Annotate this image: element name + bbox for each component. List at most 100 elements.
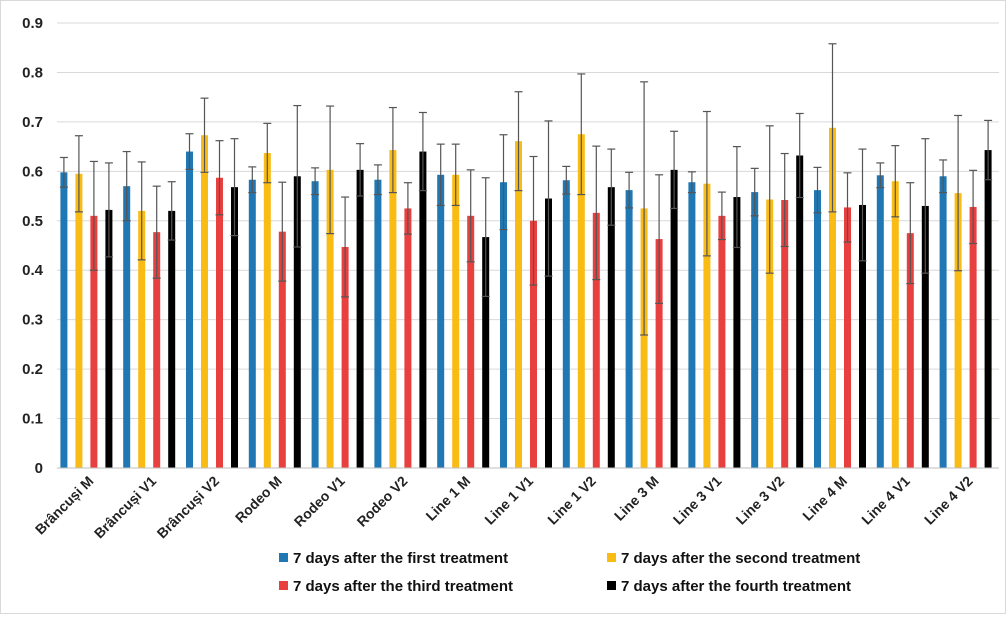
bar [876,175,884,469]
bar [168,210,176,468]
bar [482,237,490,468]
bar [248,179,256,468]
bar [341,246,349,468]
category-label: Brâncuși V1 [91,473,160,542]
category-label: Line 1 M [422,473,473,524]
legend-label: 7 days after the second treatment [621,550,860,567]
bar [969,206,977,468]
bar [60,172,68,469]
bar [670,169,678,468]
legend-swatch [279,581,288,590]
bar [278,231,286,468]
bar [844,207,851,468]
category-label: Line 3 V2 [733,473,788,528]
bar [404,208,412,468]
bar [859,204,866,468]
bar [293,176,301,468]
bar [153,232,161,468]
y-tick-label: 0.9 [22,15,43,32]
category-label: Line 4 M [799,473,850,524]
bar [138,210,146,468]
bar [311,181,319,468]
bar [263,153,271,469]
category-label: Line 4 V1 [858,473,913,528]
legend: 7 days after the first treatment 7 days a… [279,550,860,595]
y-tick-label: 0 [35,460,43,477]
y-tick-label: 0.1 [22,411,43,428]
bar [216,177,223,468]
bar [231,187,238,468]
bar [419,151,427,469]
y-tick-label: 0.4 [22,262,44,279]
bar [906,233,914,468]
bar [733,197,741,469]
bar [437,174,445,469]
bar [954,193,962,469]
bar [607,187,615,468]
bar [467,215,475,468]
bar [90,215,98,468]
bar [530,220,537,468]
bar [921,205,929,468]
bar [452,174,460,469]
legend-swatch [607,581,616,590]
y-tick-label: 0.6 [22,163,43,180]
bar [781,200,789,468]
bar [703,183,711,468]
bar [515,141,522,468]
category-label: Rodeo M [232,473,285,526]
bar [75,173,83,469]
bar [655,239,663,468]
bar [326,169,334,468]
bar [829,127,836,469]
y-tick-label: 0.2 [22,361,43,378]
legend-label: 7 days after the first treatment [293,550,508,567]
bar [577,134,585,468]
bar [105,209,113,468]
bar [984,150,992,469]
category-label: Line 3 M [611,473,662,524]
bar [796,155,804,468]
bar [389,150,397,469]
legend-swatch [279,553,288,562]
bar [939,176,947,468]
y-tick-label: 0.3 [22,312,43,329]
legend-swatch [607,553,616,562]
category-label: Line 1 V1 [481,473,536,528]
bar [356,169,364,468]
bar [592,212,600,468]
legend-label: 7 days after the third treatment [293,578,513,595]
bar [891,181,899,468]
y-tick-label: 0.8 [22,64,43,81]
bar [814,190,821,468]
y-tick-label: 0.5 [22,213,43,230]
category-label: Line 1 V2 [544,473,599,528]
bar [186,151,193,469]
bar [751,192,759,468]
bar [766,199,774,468]
bar [718,215,726,468]
category-label: Line 3 V1 [670,473,725,528]
category-label: Rodeo V2 [354,473,411,530]
y-tick-label: 0.7 [22,114,43,131]
bar [201,135,208,468]
gridlines [57,22,999,420]
bar [374,179,382,468]
bar [562,180,570,468]
category-label: Brâncuși M [32,473,97,538]
bar [123,186,131,468]
legend-label: 7 days after the fourth treatment [621,578,851,595]
bars [60,127,992,469]
error-bars [59,43,993,336]
bar [500,182,507,468]
bar [545,198,552,468]
category-label: Brâncuși V2 [154,473,223,542]
y-axis-ticks: 0 0.1 0.2 0.3 0.4 0.5 0.6 0.7 0.8 0.9 [22,15,44,477]
bar [625,190,633,468]
bar [640,208,648,468]
category-label: Line 4 V2 [921,473,976,528]
category-label: Rodeo V1 [291,473,348,530]
